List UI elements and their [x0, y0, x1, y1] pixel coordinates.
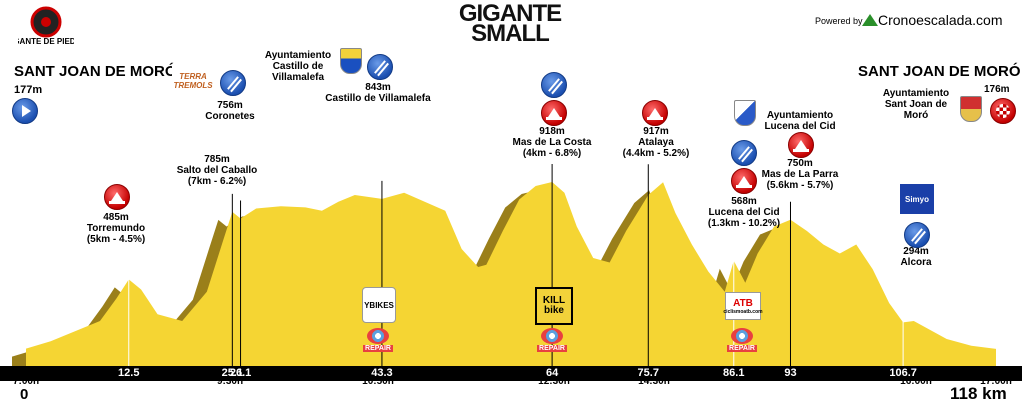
mountain-logo-icon [862, 14, 878, 26]
ybikes-logo: YBIKES [362, 287, 396, 323]
point-alcora: 294m Alcora [886, 246, 946, 268]
x-tick-label: 75.7 [637, 367, 659, 379]
climb-icon [642, 100, 668, 126]
point-info: (5.6km - 5.7%) [766, 180, 834, 191]
x-tick-label: 12.5 [118, 367, 140, 379]
climb-icon [731, 168, 757, 194]
distance-start-label: 0 [20, 386, 29, 403]
x-tick-label: 86.1 [723, 367, 745, 379]
point-alt: 917m [643, 126, 669, 137]
point-coronetes: 756m Coronetes [190, 100, 270, 122]
x-tick-label: 25.1 [221, 367, 244, 379]
point-alt: 843m [365, 82, 391, 93]
climb-icon [104, 184, 130, 210]
time-label: 14:30h [638, 376, 670, 387]
point-alt: 750m [787, 158, 813, 169]
point-atalaya: 917m Atalaya (4.4km - 5.2%) [606, 126, 706, 159]
ajuntament-sant-joan-label: Ayuntamiento Sant Joan de Moró [882, 88, 950, 121]
point-info: (1.3km - 10.2%) [707, 218, 781, 229]
repair-logo: REPAIR [727, 328, 757, 356]
point-castillo-villamalefa: 843m Castillo de Villamalefa [318, 82, 438, 104]
point-mas-de-la-parra: 750m Mas de La Parra (5.6km - 5.7%) [752, 158, 848, 191]
point-info: (5km - 4.5%) [86, 234, 146, 245]
atb-logo-text: ATB [733, 297, 753, 309]
x-tick-label: 106.7 [889, 367, 917, 379]
point-info: (4.4km - 5.2%) [622, 148, 690, 159]
gigante-de-piedra-logo: GIGANTE DE PIEDRA [18, 6, 74, 46]
point-name: Lucena del Cid [708, 207, 780, 218]
event-title-text: GIGANTE SMALL [458, 0, 562, 47]
atb-logo-sub: ciclismoatb.com [723, 308, 763, 315]
feed-zone-icon [220, 70, 246, 96]
point-name: Atalaya [638, 137, 674, 148]
distance-end-label: 118 km [950, 384, 1007, 403]
gear-logo-icon: GIGANTE DE PIEDRA [18, 6, 74, 46]
distance-axis [0, 366, 1022, 381]
start-town-label: SANT JOAN DE MORÓ [14, 63, 177, 80]
point-alt: 485m [103, 212, 129, 223]
time-label: 12:30h [538, 376, 570, 387]
time-label: 9:30h [216, 376, 244, 387]
feed-zone-icon [367, 54, 393, 80]
point-name: Castillo de Villamalefa [325, 93, 431, 104]
terra-tremols-logo: TERRA TREMOLS [172, 66, 214, 96]
killbike-logo: KILL bike [535, 287, 573, 325]
time-label: 7:00h [12, 376, 40, 387]
repair-logo: REPAIR [537, 328, 567, 356]
finish-town-label: SANT JOAN DE MORÓ [858, 63, 1021, 80]
profile-area [26, 182, 996, 366]
powered-by: Powered by [815, 16, 863, 26]
point-alt: 756m [217, 100, 243, 111]
villamalefa-shield-icon [340, 48, 362, 74]
start-play-icon [12, 98, 38, 124]
point-name: Coronetes [205, 111, 255, 122]
point-alt: 785m [204, 154, 230, 165]
point-mas-de-la-costa: 918m Mas de La Costa (4km - 6.8%) [502, 126, 602, 159]
sant-joan-shield-icon [960, 96, 982, 122]
time-label: 16:00h [900, 376, 932, 387]
simyo-logo: Simyo [900, 184, 934, 214]
point-name: Mas de La Parra [761, 169, 839, 180]
brand-text: Cronoescalada.com [878, 12, 1003, 28]
feed-zone-icon [541, 72, 567, 98]
x-tick-label: 26.1 [229, 367, 252, 379]
climb-icon [541, 100, 567, 126]
point-name: Torremundo [86, 223, 146, 234]
point-alt: 918m [539, 126, 565, 137]
point-info: (7km - 6.2%) [187, 176, 247, 187]
lucena-shield-icon [734, 100, 756, 126]
feed-zone-icon [904, 222, 930, 248]
finish-flag-icon [990, 98, 1016, 124]
logo-left-text: GIGANTE DE PIEDRA [18, 37, 74, 46]
point-info: (4km - 6.8%) [522, 148, 582, 159]
finish-altitude: 176m [984, 84, 1010, 95]
atb-logo: ATB ciclismoatb.com [723, 292, 763, 320]
x-tick-label: 43.3 [371, 367, 393, 379]
point-name: Alcora [900, 257, 932, 268]
feed-zone-icon [731, 140, 757, 166]
time-label: 10:50h [362, 376, 394, 387]
ajuntament-lucena-label: Ayuntamiento Lucena del Cid [764, 110, 836, 132]
climb-icon [788, 132, 814, 158]
point-name: Salto del Caballo [176, 165, 258, 176]
ajuntament-villamalefa-label: Ayuntamiento Castillo de Villamalefa [264, 50, 332, 83]
point-name: Mas de La Costa [512, 137, 592, 148]
point-lucena-del-cid: 568m Lucena del Cid (1.3km - 10.2%) [696, 196, 792, 229]
x-tick-label: 64 [545, 367, 559, 379]
point-torremundo: 485m Torremundo (5km - 4.5%) [76, 212, 156, 245]
start-altitude: 177m [14, 84, 43, 96]
point-alt: 294m [903, 246, 929, 257]
point-salto-del-caballo: 785m Salto del Caballo (7km - 6.2%) [162, 154, 272, 187]
point-alt: 568m [731, 196, 757, 207]
repair-logo: REPAIR [363, 328, 393, 356]
time-label: 17:00h [980, 376, 1012, 387]
cronoescalada-brand[interactable]: Cronoescalada.com [862, 12, 1003, 28]
event-title: GIGANTE SMALL [430, 0, 590, 47]
x-tick-label: 93 [784, 367, 797, 379]
